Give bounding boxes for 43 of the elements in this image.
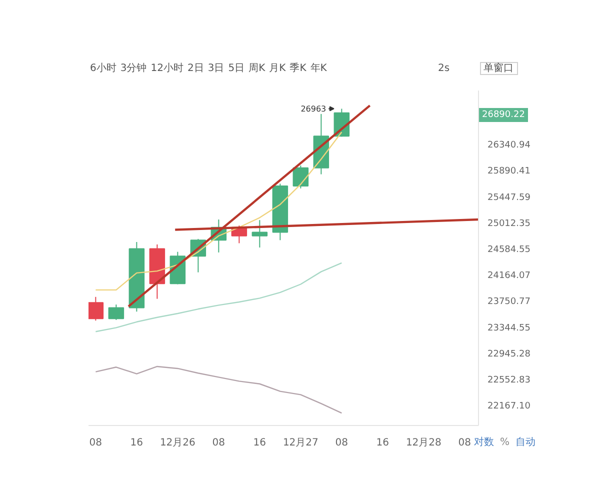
text: 季K <box>290 63 306 74</box>
x-tick-label: 12月28 <box>406 438 442 448</box>
y-tick-label: 22552.83 <box>488 375 530 386</box>
text: 2s <box>438 63 450 74</box>
text: 3日 <box>208 63 224 74</box>
text: 单窗口 <box>480 62 518 75</box>
line-series <box>95 366 342 414</box>
text: 6小时 <box>90 63 116 74</box>
text: 5日 <box>228 63 245 74</box>
text: 月K <box>269 63 286 74</box>
annotation: 26963 <box>300 104 326 114</box>
x-tick-label: 12月27 <box>282 438 318 448</box>
text: 3分钟 <box>120 63 147 74</box>
y-tick-label: 26340.94 <box>488 140 531 151</box>
y-tick-label: 22945.28 <box>488 349 531 360</box>
x-tick-label: 08 <box>212 438 226 448</box>
x-tick-label: 16 <box>376 438 390 448</box>
text: 年K <box>310 63 327 74</box>
y-tick-label: 23344.55 <box>488 323 530 334</box>
y-tick-label: 24584.55 <box>488 244 530 255</box>
candlestick <box>252 220 268 248</box>
y-tick-label: 22167.10 <box>488 402 531 412</box>
x-tick-label: 08 <box>89 438 102 448</box>
y-tick-label: 25890.41 <box>488 166 530 177</box>
x-tick-label: 08 <box>458 438 472 448</box>
candlestick <box>88 296 104 322</box>
text: % <box>500 437 510 448</box>
candlestick <box>108 304 124 320</box>
y-tick-label: 24164.07 <box>488 271 530 282</box>
text: 2日 <box>187 63 204 74</box>
text: 26890.22 <box>479 108 528 122</box>
text: 周K <box>248 63 266 74</box>
x-tick-label: 16 <box>130 438 144 448</box>
y-tick-label: 25447.59 <box>488 192 531 203</box>
y-tick-label: 23750.77 <box>488 297 530 308</box>
line-series <box>95 262 342 332</box>
y-tick-label: 25012.35 <box>488 218 530 229</box>
x-tick-label: 12月26 <box>160 438 196 448</box>
text: 对数 <box>474 437 494 448</box>
text: 12小时 <box>150 63 184 74</box>
x-tick-label: 08 <box>335 438 348 448</box>
x-tick-label: 16 <box>253 438 266 448</box>
text: 自动 <box>516 437 536 448</box>
